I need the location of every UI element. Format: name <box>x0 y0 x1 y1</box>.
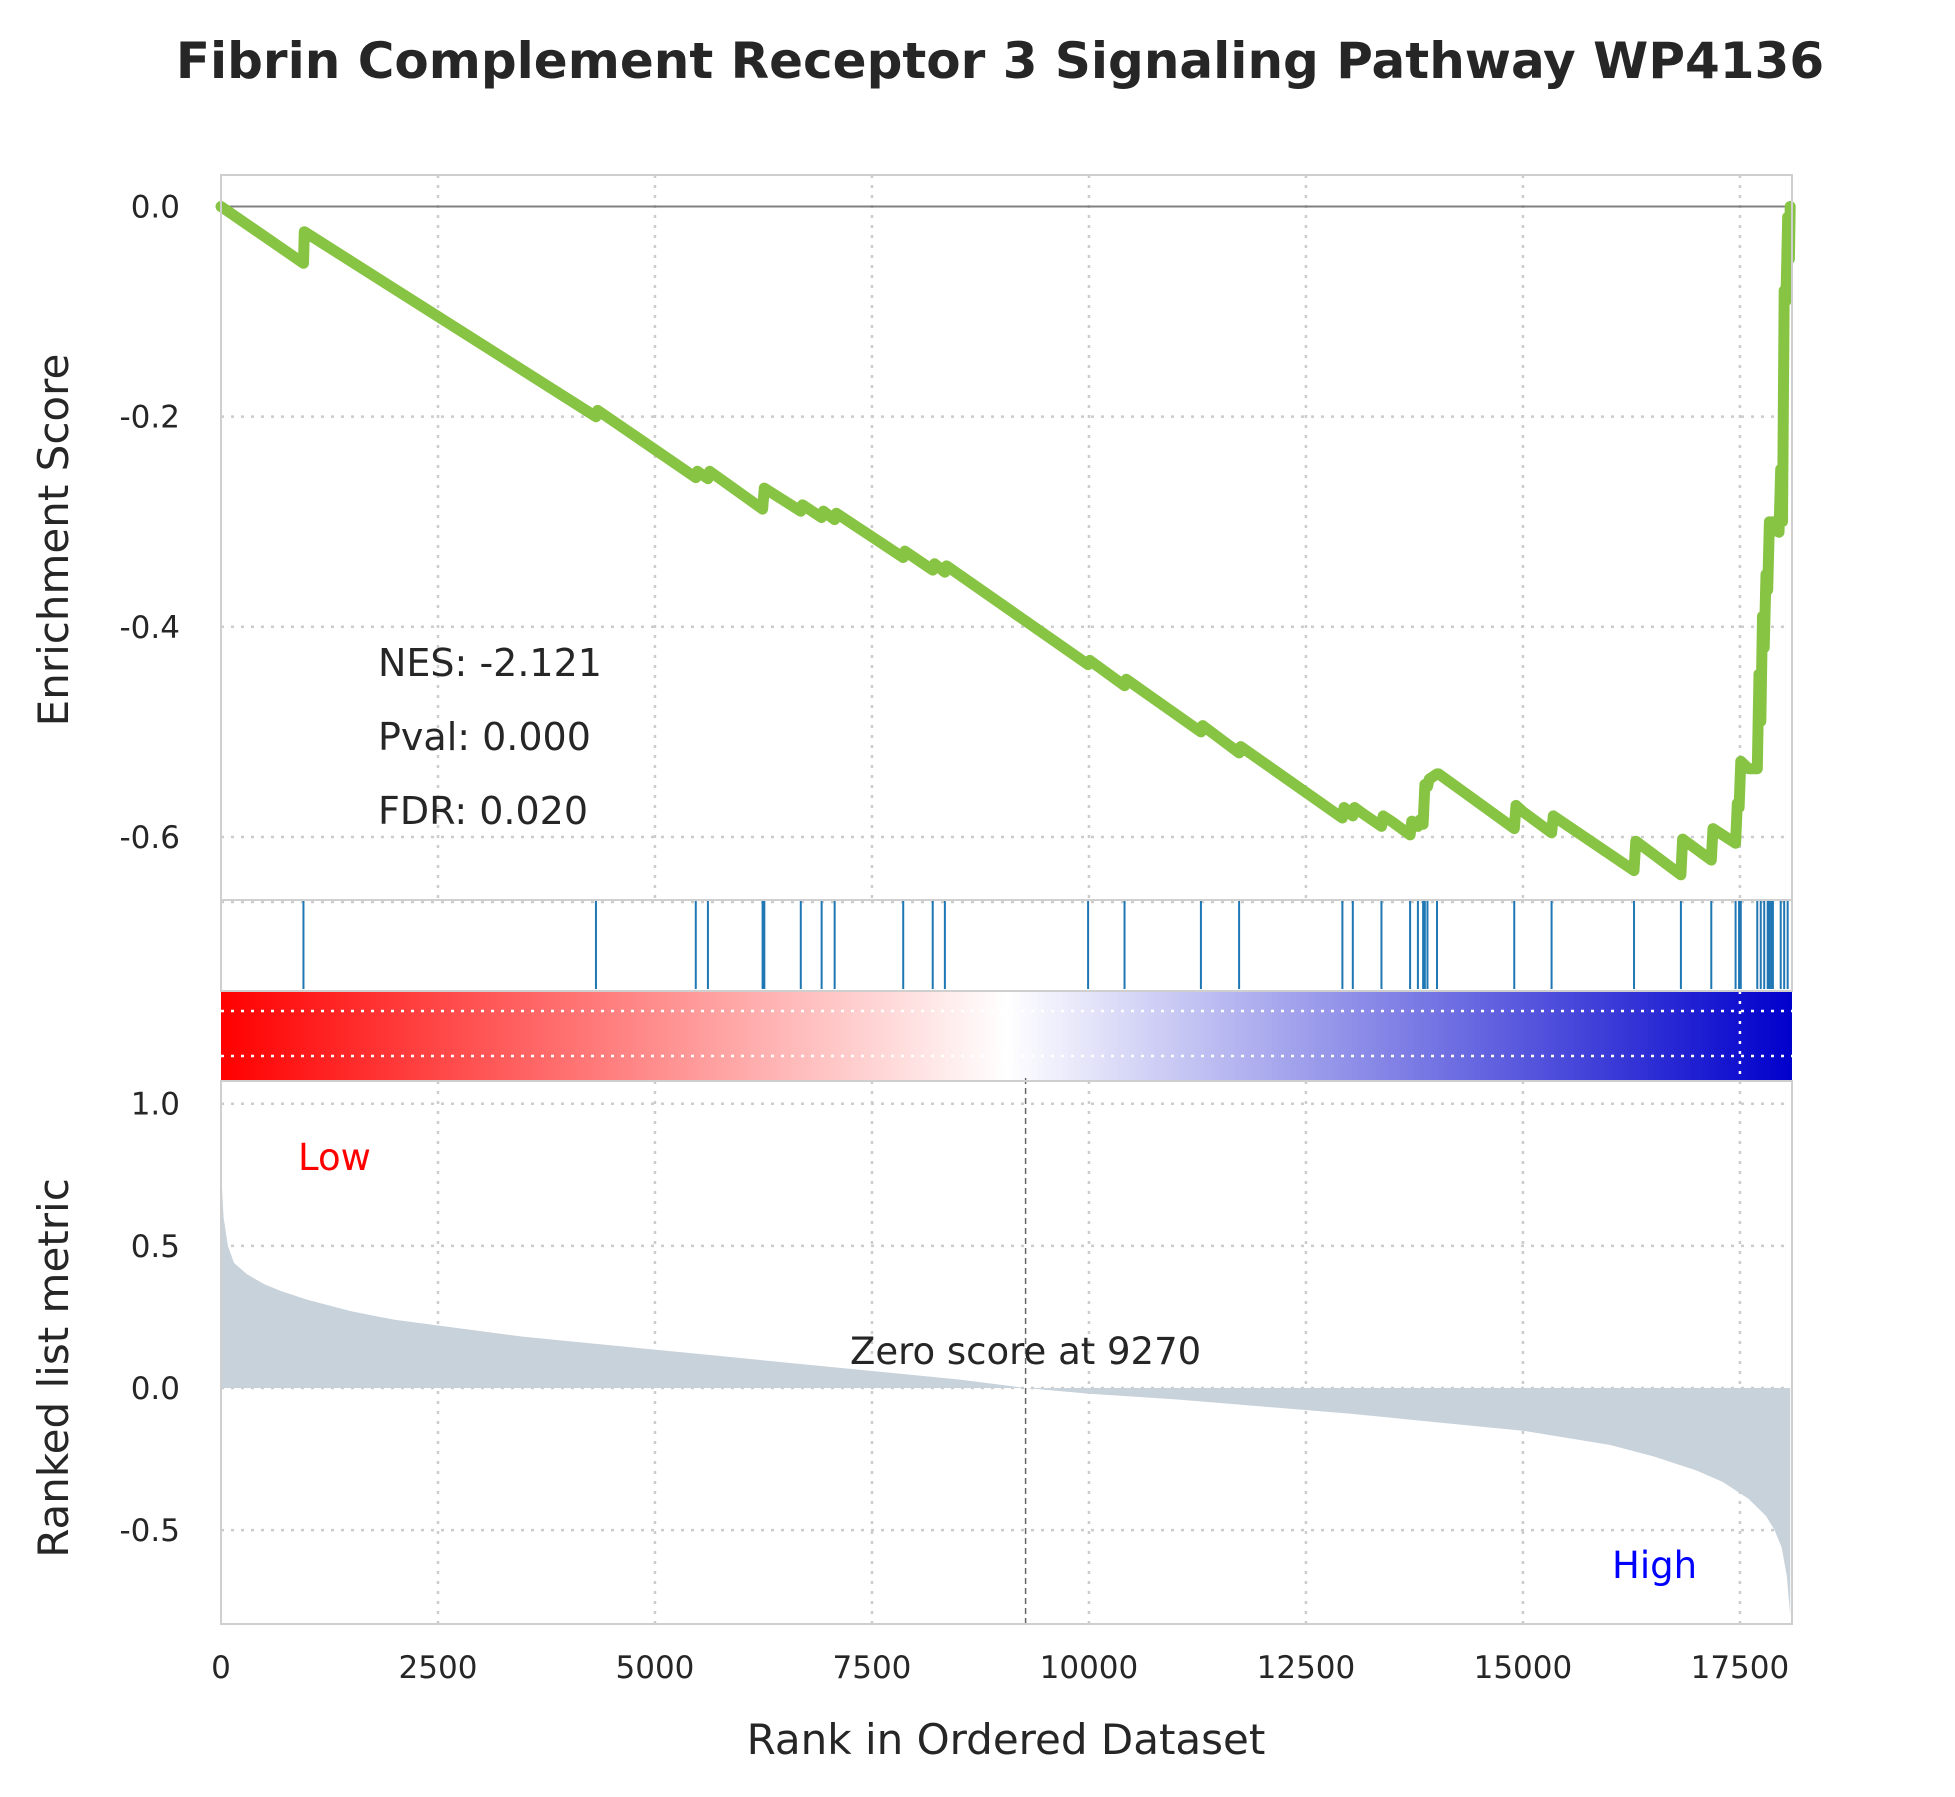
x-axis-ticks: 0 2500 5000 7500 10000 12500 15000 17500 <box>211 1650 1789 1686</box>
rank-y-tick-label: 1.0 <box>131 1087 180 1123</box>
rank-y-tick-label: 0.5 <box>131 1229 180 1265</box>
es-y-tick-label: 0.0 <box>131 190 180 226</box>
panel-frames <box>220 174 1793 1625</box>
x-tick-label: 17500 <box>1691 1650 1790 1686</box>
chart-title: Fibrin Complement Receptor 3 Signaling P… <box>176 32 1824 90</box>
ranked-metric-area <box>221 1169 1791 1616</box>
x-tick-label: 0 <box>211 1650 231 1686</box>
rank-y-tick-label: 0.0 <box>131 1371 180 1407</box>
ranked-metric-panel: 1.0 0.5 0.0 -0.5 Zero score at 9270 Low Hig… <box>29 1078 1792 1764</box>
es-y-tick-label: -0.2 <box>120 400 181 436</box>
enrichment-score-line <box>215 201 1796 881</box>
zero-score-label: Zero score at 9270 <box>850 1330 1201 1373</box>
es-y-ticks: 0.0 -0.2 -0.4 -0.6 <box>120 190 181 856</box>
rank-panel-frame <box>220 1080 1793 1625</box>
hits-panel-frame <box>220 899 1793 992</box>
pval-annotation: Pval: 0.000 <box>378 715 591 759</box>
x-tick-label: 5000 <box>616 1650 695 1686</box>
nes-annotation: NES: -2.121 <box>378 641 602 685</box>
x-tick-label: 12500 <box>1257 1650 1356 1686</box>
x-tick-label: 10000 <box>1040 1650 1139 1686</box>
high-label: High <box>1612 1544 1697 1587</box>
gene-hits-panel <box>221 900 1792 989</box>
x-axis-label: Rank in Ordered Dataset <box>747 1715 1266 1764</box>
fdr-annotation: FDR: 0.020 <box>378 789 588 833</box>
rank-color-bar <box>221 991 1792 1081</box>
x-tick-label: 7500 <box>833 1650 912 1686</box>
es-y-tick-label: -0.4 <box>120 610 181 646</box>
rank-color-bar-panel <box>221 991 1792 1081</box>
x-tick-label: 15000 <box>1474 1650 1573 1686</box>
x-tick-label: 2500 <box>399 1650 478 1686</box>
rank-y-ticks: 1.0 0.5 0.0 -0.5 <box>120 1087 181 1549</box>
rank-axis-label: Ranked list metric <box>29 1178 78 1558</box>
color-bar-gridlines <box>221 991 1792 1081</box>
enrichment-score-panel: 0.0 -0.2 -0.4 -0.6 Enrichment Score NES: -2… <box>29 175 1796 900</box>
es-gridlines <box>221 175 1792 900</box>
rank-y-tick-label: -0.5 <box>120 1513 181 1549</box>
es-axis-label: Enrichment Score <box>29 354 78 727</box>
low-label: Low <box>298 1136 371 1179</box>
es-y-tick-label: -0.6 <box>120 820 181 856</box>
